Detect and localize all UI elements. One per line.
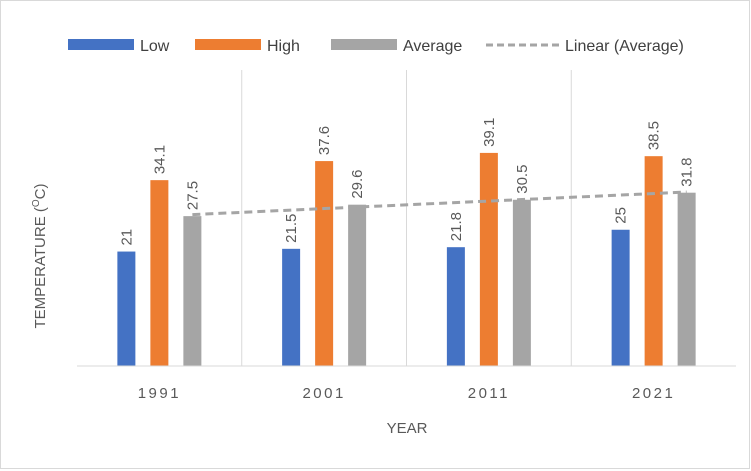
x-tick-label-2001: 2001 — [302, 385, 345, 402]
bar-average-1991 — [183, 216, 202, 366]
bar-high-2021 — [644, 156, 663, 366]
y-axis-title-unit: C) — [32, 183, 49, 199]
data-label-low-2001: 21.5 — [283, 214, 300, 243]
x-tick-label-2011: 2011 — [468, 385, 510, 402]
bar-low-2021 — [611, 229, 630, 366]
bar-low-1991 — [117, 251, 136, 366]
trendline-group — [192, 190, 687, 217]
data-label-low-1991: 21 — [118, 229, 135, 246]
legend-swatch-high — [195, 39, 261, 50]
x-axis-title: YEAR — [387, 420, 428, 437]
bars — [117, 152, 696, 366]
x-tick-label-1991: 1991 — [138, 385, 181, 402]
y-axis-title-main: TEMPERATURE ( — [32, 207, 49, 328]
bar-average-2011 — [512, 199, 531, 366]
legend-label-linear-average: Linear (Average) — [565, 38, 684, 55]
bar-high-2001 — [315, 161, 334, 366]
legend-label-high: High — [267, 38, 300, 55]
x-axis-tick-labels: 1991 2001 2011 2021 — [138, 385, 675, 402]
data-label-low-2021: 25 — [613, 207, 630, 224]
trendline-linear-average — [192, 190, 687, 217]
legend-label-average: Average — [403, 38, 462, 55]
bar-average-2021 — [677, 192, 696, 366]
data-label-average-2011: 30.5 — [514, 165, 531, 194]
data-label-high-2021: 38.5 — [646, 121, 663, 150]
data-label-high-2001: 37.6 — [316, 126, 333, 155]
data-label-high-1991: 34.1 — [151, 145, 168, 174]
legend-swatch-average — [331, 39, 397, 50]
y-axis-title: TEMPERATURE (OC) — [31, 183, 49, 328]
bar-low-2011 — [446, 247, 465, 366]
data-label-average-2001: 29.6 — [349, 169, 366, 198]
bar-high-2011 — [479, 152, 498, 366]
data-label-average-2021: 31.8 — [679, 157, 696, 186]
data-label-low-2011: 21.8 — [448, 212, 465, 241]
bar-low-2001 — [282, 248, 301, 366]
bar-average-2001 — [348, 204, 367, 366]
y-axis-title-superscript: O — [31, 199, 42, 207]
legend-swatch-low — [68, 39, 134, 50]
data-label-high-2011: 39.1 — [481, 118, 498, 147]
x-tick-label-2021: 2021 — [632, 385, 675, 402]
category-separators — [241, 70, 572, 366]
legend-label-low: Low — [140, 38, 170, 55]
data-label-average-1991: 27.5 — [184, 181, 201, 210]
legend: Low High Average Linear (Average) — [68, 38, 684, 55]
bar-high-1991 — [150, 180, 169, 366]
data-labels: 21 34.1 27.5 21.5 37.6 29.6 21.8 39.1 30.5 25 38.5… — [118, 118, 695, 246]
